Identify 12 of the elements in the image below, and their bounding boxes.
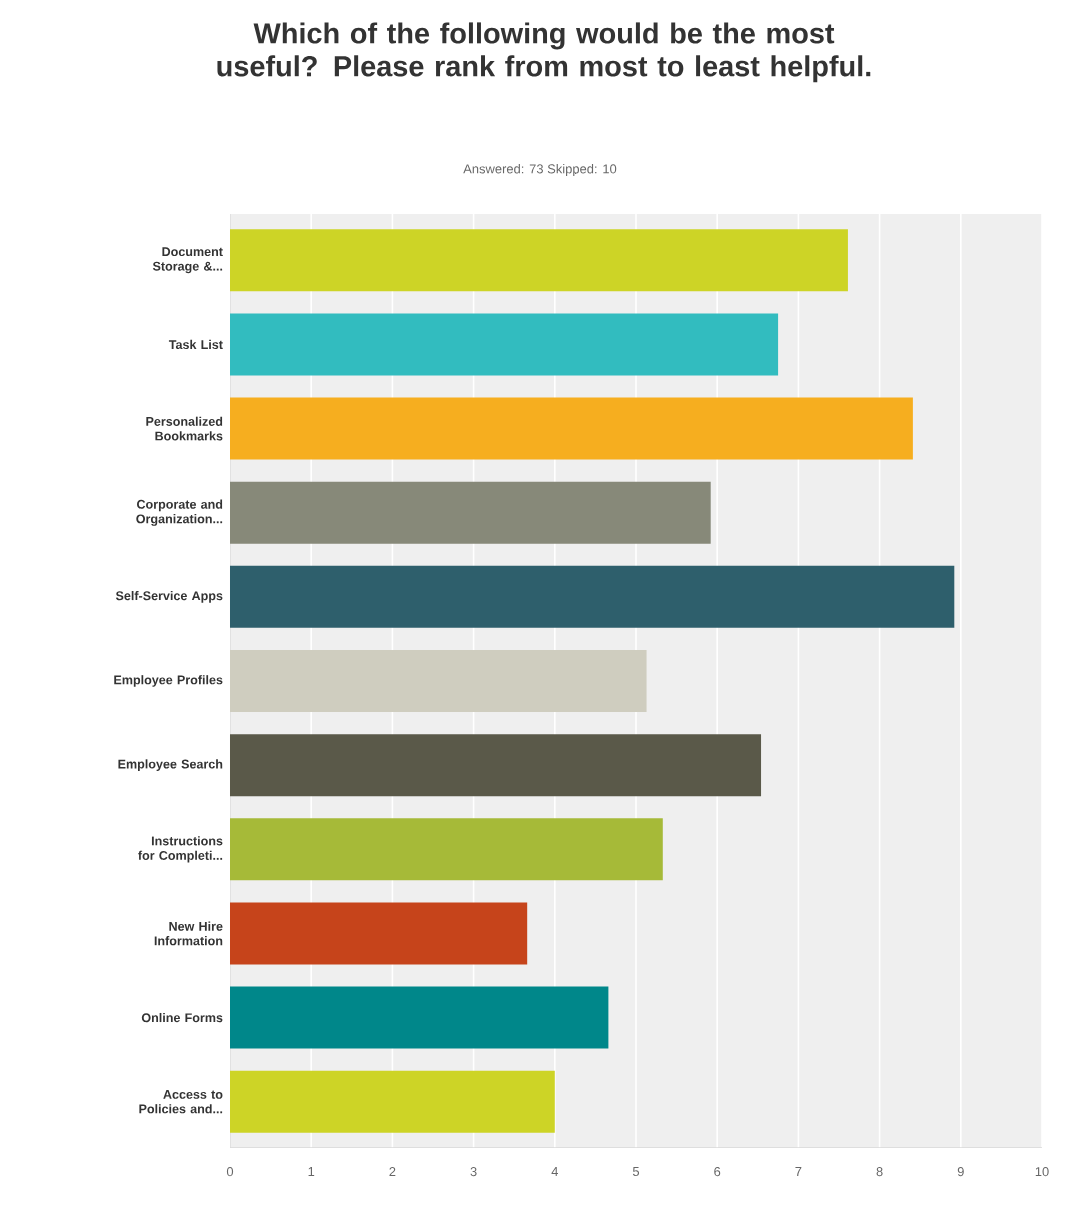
bar [230, 902, 528, 965]
bar [230, 565, 955, 628]
bar [230, 397, 913, 460]
bar [230, 986, 609, 1049]
bar [230, 1070, 555, 1133]
bar [230, 229, 848, 292]
bar [230, 313, 779, 376]
bar [230, 818, 663, 881]
bar [230, 649, 647, 712]
chart-title: Which of the following would be the most useful? Please rank from most to least helpful. [217, 22, 871, 83]
bar [230, 481, 711, 544]
bar [230, 734, 762, 797]
